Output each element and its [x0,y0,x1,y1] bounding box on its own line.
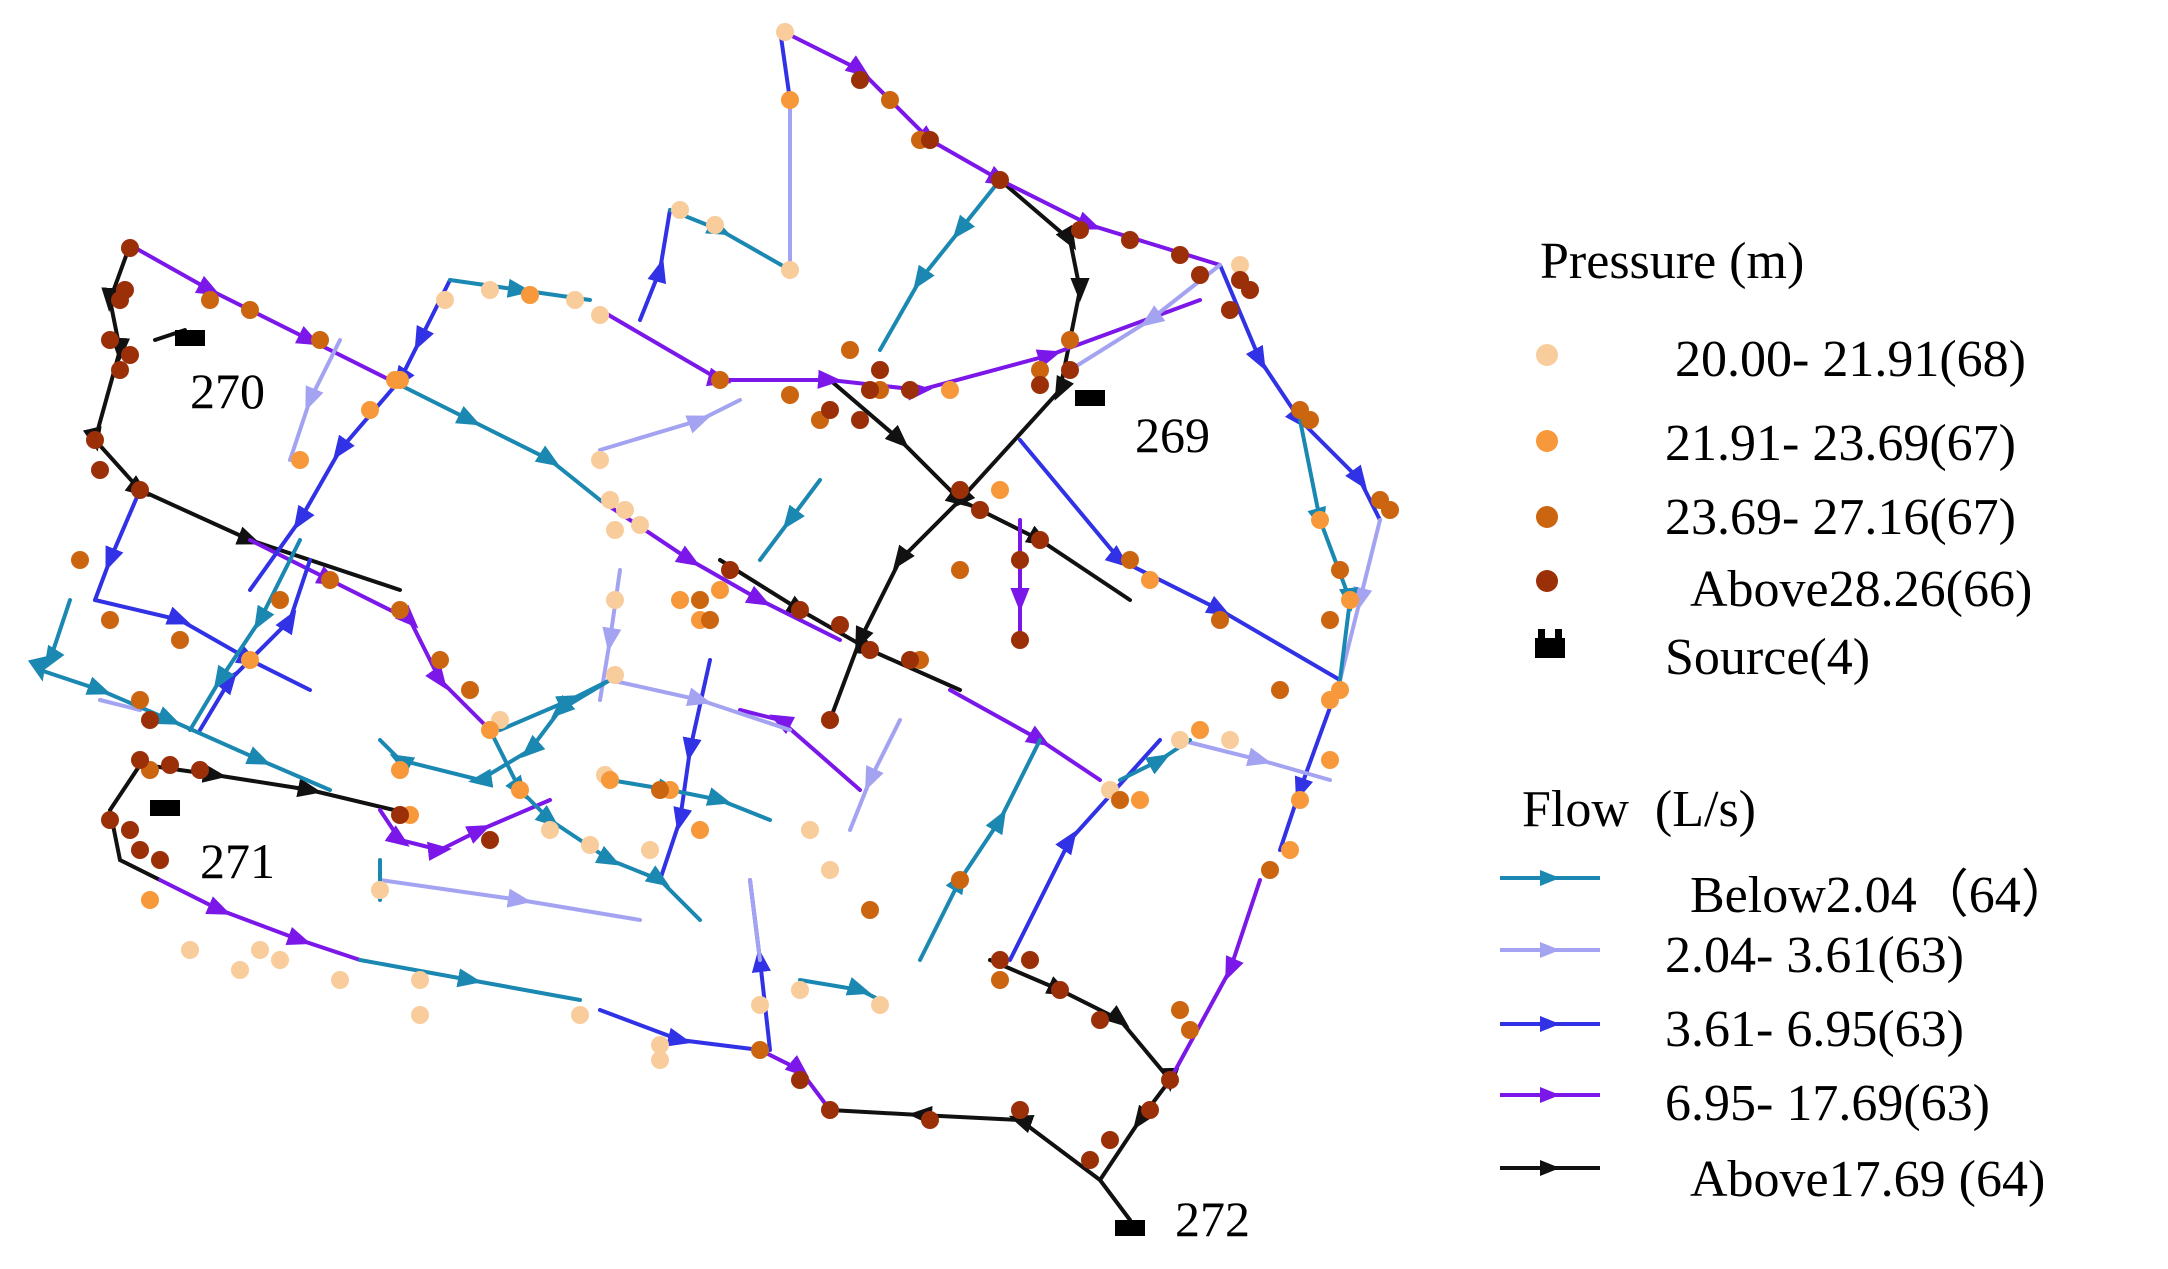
flow-label-3: 3.61- 6.95(63) [1665,1001,1964,1058]
pipe [748,878,762,962]
flow-label-2: 2.04- 3.61(63) [1665,927,1964,984]
network-map [27,23,1399,1236]
pipe [378,798,552,861]
pipe [107,763,162,882]
pressure-swatch-4 [1536,570,1558,592]
pipe [608,778,772,822]
pipe [638,208,672,322]
pipe [143,763,417,817]
pipe [758,1048,832,1112]
source-icon [1535,629,1565,658]
pressure-swatch-3 [1536,506,1558,528]
source-272-icon [1115,1220,1145,1236]
pressure-label-3: 23.69- 27.16(67) [1665,489,2016,546]
pressure-swatch-1 [1536,344,1558,366]
pipe [498,678,612,732]
pipe [158,878,362,962]
pipe [1278,678,1342,852]
pressure-class-4-nodes [86,71,1259,1169]
pipe [1098,1178,1132,1222]
pipe [758,478,822,562]
source-icons [150,330,1145,1236]
pipe [188,538,302,732]
source-269-icon [1075,390,1105,406]
pipe [288,338,342,462]
source-label-271: 271 [200,833,275,889]
pressure-class-1-nodes [181,23,1249,1069]
pipe [1298,418,1359,682]
pipe [128,243,392,382]
pipe [828,1106,1102,1182]
pipe [93,598,312,692]
pipe [1178,738,1332,782]
pipe [738,708,862,792]
pipe [598,398,742,452]
pipe [778,28,792,102]
pipe [828,378,1132,602]
pressure-label-4: Above28.26(66) [1690,561,2033,618]
source-271-icon [150,800,180,816]
pressure-swatch-2 [1536,430,1558,452]
source-label-272: 272 [1175,1191,1250,1247]
pipe [668,208,792,272]
pipe [358,958,582,1002]
pipe [378,878,642,922]
pressure-legend-title: Pressure (m) [1540,233,1805,290]
pipe [918,738,1042,962]
pipe [828,178,1090,722]
flow-legend-swatches [1500,870,1600,1176]
pipe [388,378,602,502]
source-270-icon [175,330,205,346]
pressure-label-2: 21.91- 23.69(67) [1665,415,2016,472]
pipe [778,28,1222,267]
source-label-270: 270 [190,363,265,419]
pipe [488,728,702,922]
pipe [598,1008,762,1052]
flow-label-1: Below2.04（64） [1690,867,2073,924]
pipe [878,178,1002,352]
pipe [988,958,1180,1182]
source-label-269: 269 [1135,407,1210,463]
pipe [378,678,612,788]
flow-label-4: 6.95- 17.69(63) [1665,1075,1990,1132]
flow-label-5: Above17.69 (64) [1690,1151,2046,1208]
pipe [1218,263,1382,522]
pipe [798,977,882,1002]
pressure-label-5: Source(4) [1665,629,1871,686]
pipe [608,678,792,732]
pipe [27,598,332,792]
pipe [1338,518,1382,682]
pipe [1168,878,1262,1082]
pipe [1018,438,1342,682]
pipe [93,488,142,602]
pipe [848,718,902,832]
node-layer [71,23,1399,1169]
pressure-label-1: 20.00- 21.91(68) [1675,331,2026,388]
flow-legend-title: Flow (L/s) [1522,781,1756,838]
